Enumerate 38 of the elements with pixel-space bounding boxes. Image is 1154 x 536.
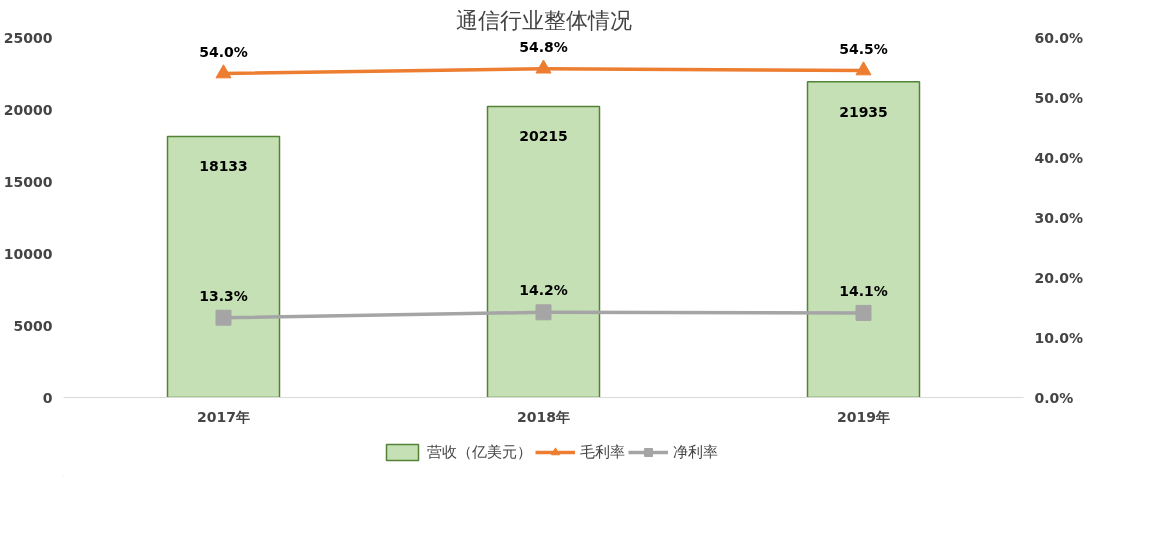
legend-label: 营收（亿美元）: [427, 442, 532, 462]
data-label: 18133: [199, 158, 248, 175]
data-label: 14.1%: [839, 282, 888, 299]
y2-tick-label: 50.0%: [1034, 89, 1084, 106]
y-tick-label: 25000: [3, 29, 53, 46]
point: [535, 304, 552, 321]
point: [855, 304, 872, 321]
data-label: 14.2%: [519, 282, 568, 299]
bar: [806, 80, 921, 398]
y-tick-label: 15000: [3, 173, 53, 190]
bar: [166, 135, 281, 398]
legend-label: 净利率: [673, 442, 718, 462]
chart-title: 通信行业整体情况: [455, 7, 632, 33]
data-label: 54.0%: [199, 43, 248, 60]
bar: [486, 105, 601, 398]
x-tick-label: 2019年: [837, 408, 890, 425]
point: [215, 64, 232, 79]
y2-tick-label: 30.0%: [1034, 209, 1084, 226]
data-label: 21935: [839, 103, 888, 120]
x-tick-label: 2017年: [197, 408, 250, 425]
y2-tick-label: 0.0%: [1034, 389, 1074, 406]
point: [855, 61, 872, 76]
x-tick-label: 2018年: [517, 408, 570, 425]
data-label: 54.8%: [519, 38, 568, 55]
y2-tick-label: 60.0%: [1034, 29, 1084, 46]
point: [535, 59, 552, 74]
legend-label: 毛利率: [580, 442, 625, 462]
y-tick-label: 5000: [13, 317, 53, 334]
y2-tick-label: 20.0%: [1034, 269, 1084, 286]
point: [215, 309, 232, 326]
y-tick-label: 10000: [3, 245, 53, 262]
y2-tick-label: 10.0%: [1034, 329, 1084, 346]
data-label: 13.3%: [199, 287, 248, 304]
data-label: 54.5%: [839, 40, 888, 57]
y-tick-label: 20000: [3, 101, 53, 118]
data-label: 20215: [519, 128, 568, 145]
y-tick-label: 0: [42, 389, 53, 406]
y2-tick-label: 40.0%: [1034, 149, 1084, 166]
